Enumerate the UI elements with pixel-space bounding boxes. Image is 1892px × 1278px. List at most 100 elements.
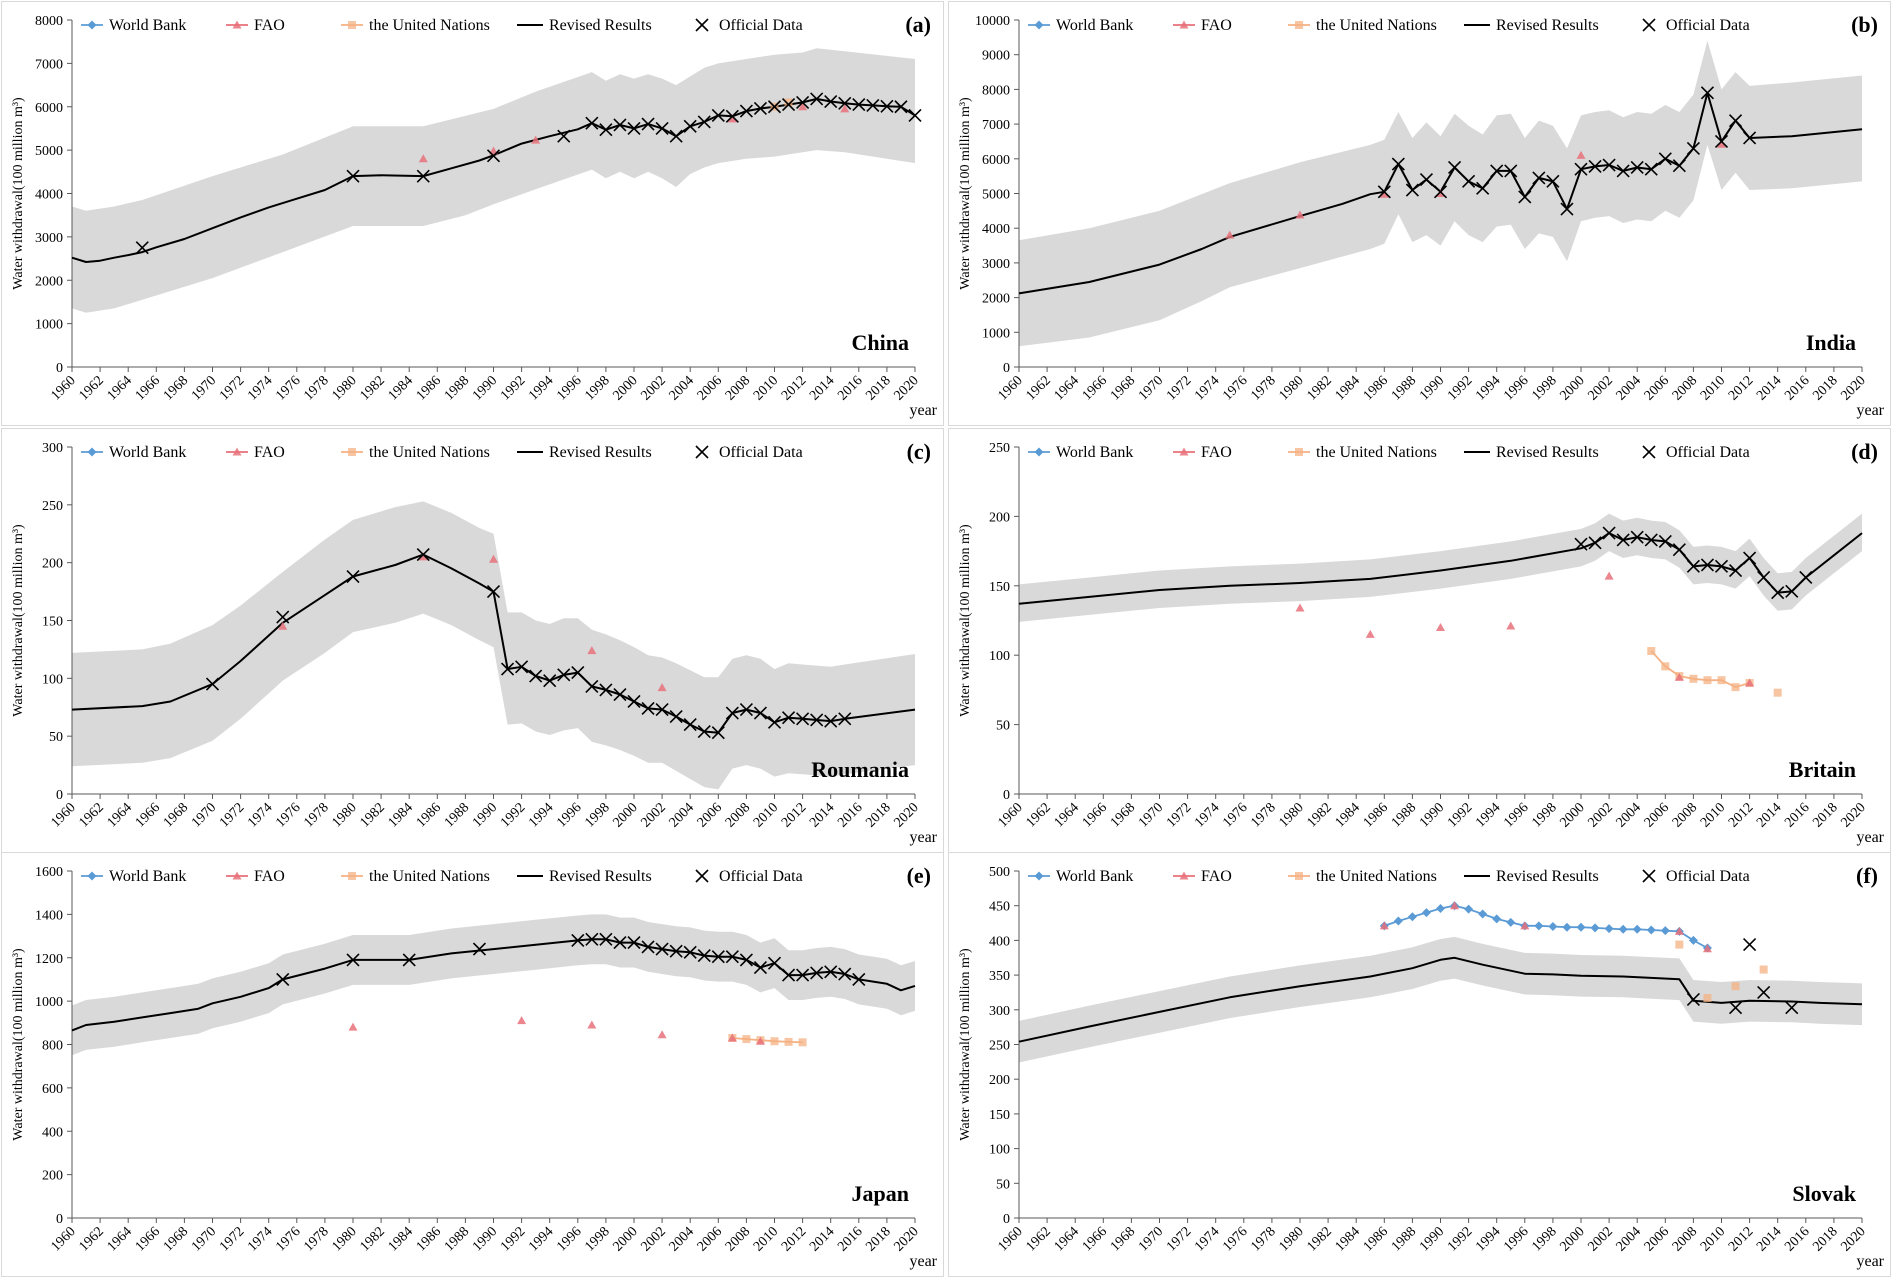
x-tick-label: 2020 (891, 373, 921, 403)
official-data-point (627, 121, 641, 136)
un-point (742, 1035, 751, 1044)
y-tick-label: 5000 (35, 144, 63, 159)
legend-swatch-marker (232, 447, 242, 456)
x-tick-label: 1998 (1529, 1224, 1559, 1254)
x-tick-label: 1966 (1080, 800, 1110, 830)
x-tick-label: 1974 (1192, 1224, 1222, 1254)
legend-item-un: the United Nations (341, 17, 490, 34)
x-tick-label: 1968 (161, 800, 191, 830)
country-label: India (1806, 330, 1856, 355)
official-data-point (486, 149, 501, 163)
fao-point (531, 135, 541, 144)
world-bank-point (1618, 924, 1628, 934)
y-tick-label: 200 (989, 510, 1010, 525)
x-tick-label: 1966 (1080, 373, 1110, 403)
un-point (798, 1038, 807, 1047)
x-tick-label: 2018 (1810, 800, 1840, 830)
x-tick-label: 2008 (1670, 1224, 1700, 1254)
x-tick-label: 1974 (245, 1224, 275, 1254)
x-tick-label: 2018 (863, 800, 893, 830)
official-data-point (796, 968, 810, 982)
world-bank-point (1660, 926, 1670, 936)
official-data-point (1658, 152, 1672, 166)
official-data-point (1785, 584, 1799, 598)
y-tick-label: 200 (42, 1169, 63, 1184)
x-tick-label: 1976 (273, 373, 303, 403)
official-data-point (725, 950, 739, 964)
fao-point (489, 554, 498, 563)
chart-panel-britain: 0 50 100 150 200 250 1960 1962 1964 1966 1968 1970 1… (948, 428, 1891, 853)
y-tick-label: 1400 (35, 908, 63, 923)
official-data-point (753, 706, 768, 720)
legend: World Bank FAO the United Nations Revised R… (1028, 868, 1750, 885)
x-tick-label: 2000 (610, 373, 640, 403)
official-data-point (1644, 533, 1658, 547)
legend-label: the United Nations (369, 868, 490, 885)
official-data-point (1405, 183, 1419, 197)
official-data-point (796, 95, 810, 109)
y-tick-label: 8000 (982, 83, 1010, 98)
legend-swatch-marker (1295, 448, 1303, 456)
x-tick-label: 2010 (751, 800, 781, 830)
x-tick-label: 1990 (470, 1224, 500, 1254)
legend-label: Official Data (719, 17, 803, 34)
legend-swatch-marker (1295, 872, 1303, 880)
legend-item-revised: Revised Results (1464, 868, 1599, 885)
x-tick-label: 1992 (498, 800, 528, 830)
x-tick-label: 1978 (301, 373, 331, 403)
official-data-point (1686, 992, 1700, 1006)
x-tick-label: 1984 (386, 800, 416, 830)
legend-swatch-marker (1179, 871, 1189, 880)
y-tick-label: 0 (1003, 788, 1010, 803)
official-data-point (1743, 551, 1757, 565)
x-tick-label: 2010 (1698, 1224, 1728, 1254)
legend-label: World Bank (1056, 444, 1133, 461)
official-data-point (1700, 86, 1715, 100)
official-data-point (1743, 937, 1757, 952)
x-tick-label: 1982 (358, 373, 388, 403)
official-data-point (781, 968, 796, 982)
official-data-point (1574, 537, 1588, 551)
x-tick-label: 1972 (1164, 1224, 1194, 1254)
fao-point (727, 1033, 737, 1042)
x-tick-label: 1994 (526, 373, 556, 403)
x-tick-label: 2018 (863, 373, 893, 403)
y-tick-label: 100 (42, 672, 63, 687)
legend-item-un: the United Nations (1288, 868, 1437, 885)
x-tick-label: 2000 (1557, 800, 1587, 830)
y-tick-label: 3000 (35, 231, 63, 246)
official-data-point (1462, 174, 1476, 188)
fao-point (1717, 139, 1726, 148)
official-data-point (1728, 563, 1743, 578)
legend-swatch-marker (1179, 20, 1189, 29)
legend-swatch-marker (348, 872, 356, 880)
legend-label: Revised Results (1496, 17, 1599, 34)
legend-label: FAO (254, 444, 285, 461)
legend-swatch-marker (232, 20, 242, 29)
y-axis-label: Water withdrawal(100 million m³) (11, 948, 26, 1141)
official-data-point (824, 965, 838, 979)
legend-label: FAO (254, 17, 285, 34)
world-bank-point (1506, 917, 1516, 927)
y-axis-label: Water withdrawal(100 million m³) (958, 948, 973, 1141)
fao-point (1674, 672, 1684, 681)
legend-swatch-marker (1034, 447, 1044, 457)
official-data-series (1377, 86, 1757, 216)
official-data-point (1574, 162, 1588, 176)
official-data-point (1588, 159, 1602, 173)
fao-point (587, 646, 597, 655)
official-data-point (1588, 536, 1602, 550)
x-tick-label: 1994 (1473, 1224, 1503, 1254)
x-tick-label: 1960 (48, 1224, 78, 1254)
official-data-point (205, 677, 220, 691)
legend-item-official: Official Data (695, 868, 803, 885)
legend-item-fao: FAO (226, 868, 285, 885)
y-axis-label: Water withdrawal(100 million m³) (11, 97, 26, 290)
fao-point (418, 552, 428, 561)
legend-swatch-marker (348, 448, 356, 456)
official-data-point (810, 713, 824, 727)
y-tick-label: 50 (996, 1177, 1010, 1192)
x-axis-label: year (909, 402, 937, 419)
y-tick-label: 150 (989, 580, 1010, 595)
x-tick-label: 1978 (301, 800, 331, 830)
